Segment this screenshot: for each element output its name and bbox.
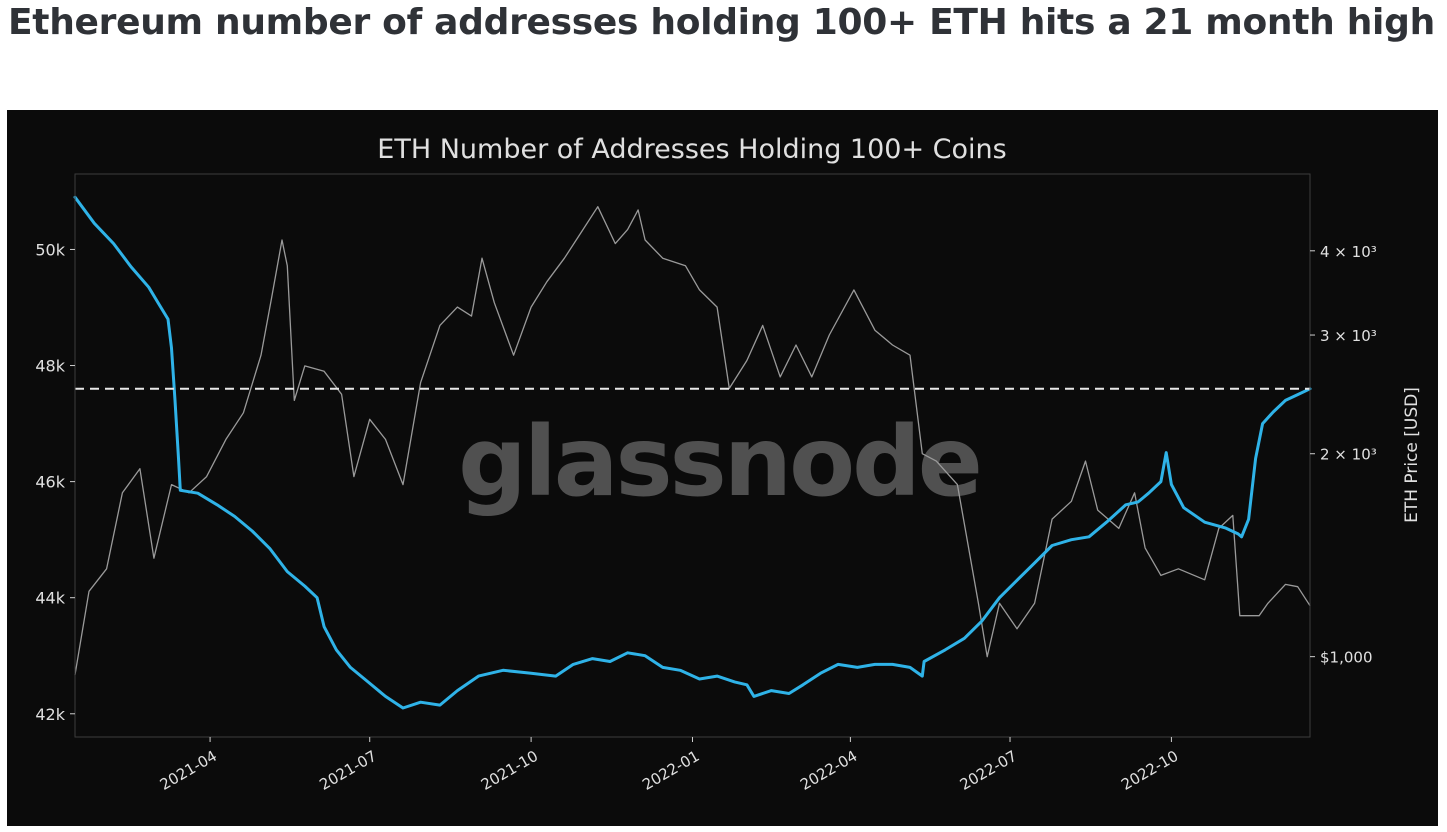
chart-background [7,110,1438,826]
chart-panel: ETH Number of Addresses Holding 100+ Coi… [7,110,1438,826]
right-axis-tick-label: 2 × 10³ [1320,446,1377,464]
eth-price-series-line [74,206,1311,676]
eth-addresses-chart: ETH Number of Addresses Holding 100+ Coi… [7,110,1438,826]
watermark-logo: glassnode [458,406,980,518]
right-axis-label: ETH Price [USD] [1402,387,1422,523]
left-axis-tick-label: 42k [35,705,65,724]
right-axis-tick-label: $1,000 [1320,649,1373,667]
left-axis-tick-label: 48k [35,357,65,376]
addresses-series-line [73,195,1312,710]
page-headline: Ethereum number of addresses holding 100… [8,2,1435,43]
left-axis-tick-label: 46k [35,473,65,492]
right-axis-tick-label: 4 × 10³ [1320,243,1377,261]
right-axis-tick-label: 3 × 10³ [1320,327,1377,345]
left-axis-tick-label: 50k [35,240,65,259]
left-axis-tick-label: 44k [35,589,65,608]
chart-title: ETH Number of Addresses Holding 100+ Coi… [377,134,1006,165]
